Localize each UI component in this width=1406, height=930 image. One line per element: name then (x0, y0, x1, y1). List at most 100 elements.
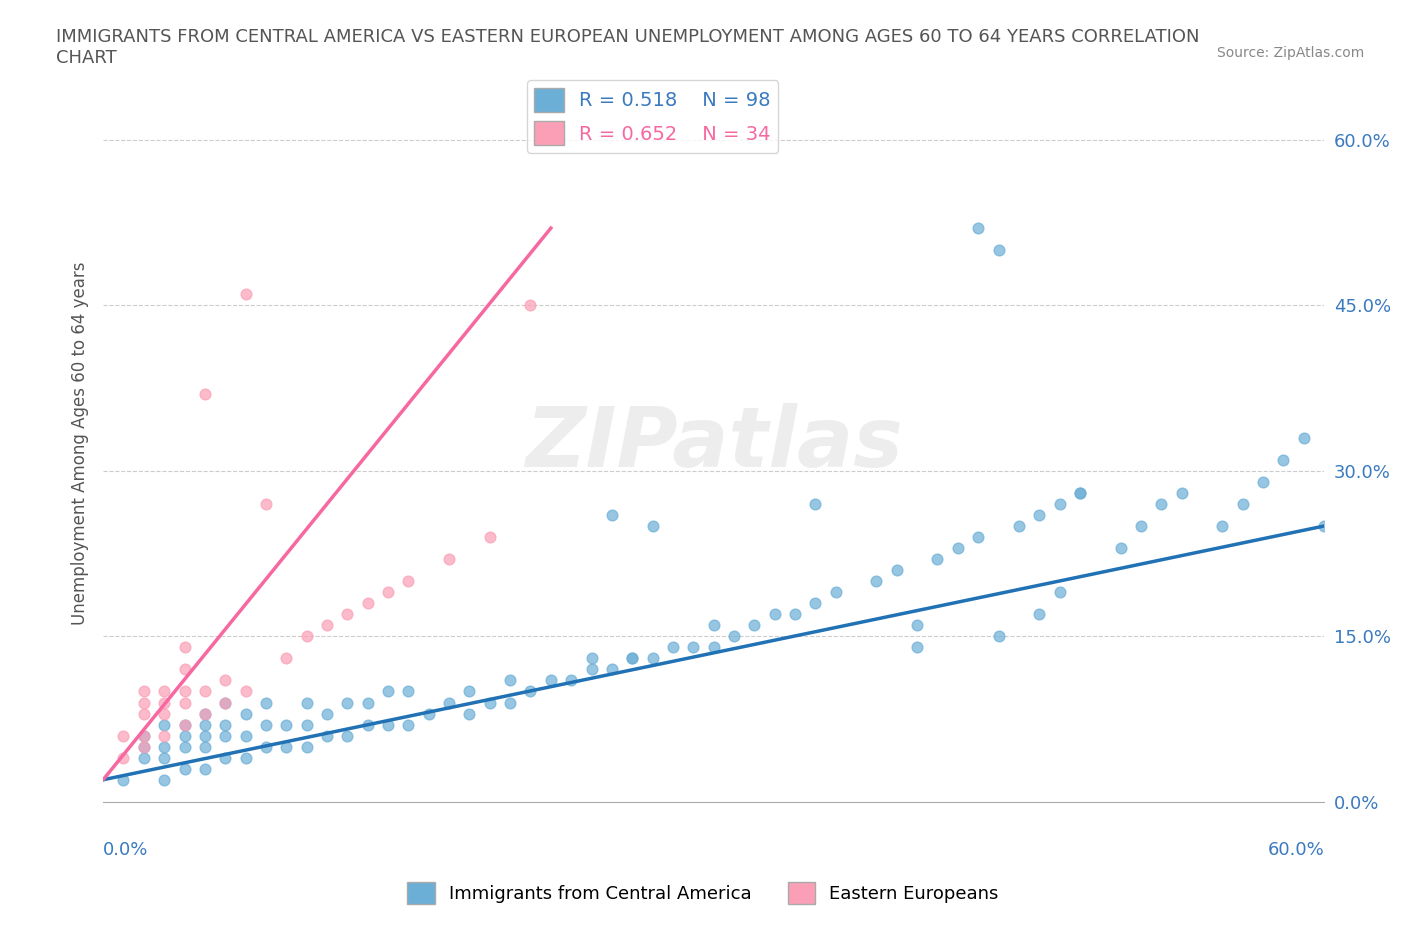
Point (1251, 474, 1274, 489)
Point (132, 728, 155, 743)
Point (173, 684, 195, 699)
Point (132, 739, 155, 754)
Point (1049, 585, 1071, 600)
Point (132, 684, 155, 699)
Point (967, 220, 990, 235)
Point (1049, 497, 1071, 512)
Point (235, 684, 257, 699)
Point (621, 651, 644, 666)
Point (1028, 606, 1050, 621)
Point (946, 540, 969, 555)
Legend: R = 0.518    N = 98, R = 0.652    N = 34: R = 0.518 N = 98, R = 0.652 N = 34 (527, 80, 779, 153)
Point (540, 673, 562, 688)
Point (1313, 519, 1336, 534)
Point (377, 684, 399, 699)
Point (276, 717, 298, 732)
Point (499, 695, 522, 710)
Point (295, 629, 318, 644)
Point (173, 717, 195, 732)
Point (600, 662, 623, 677)
Point (132, 751, 155, 765)
Point (153, 695, 176, 710)
Point (194, 386, 217, 401)
Point (194, 762, 217, 777)
Point (153, 751, 176, 765)
Point (173, 717, 195, 732)
Point (357, 596, 380, 611)
Text: IMMIGRANTS FROM CENTRAL AMERICA VS EASTERN EUROPEAN UNEMPLOYMENT AMONG AGES 60 T: IMMIGRANTS FROM CENTRAL AMERICA VS EASTE… (56, 28, 1199, 67)
Point (377, 717, 399, 732)
Point (458, 684, 481, 699)
Point (1170, 485, 1192, 500)
Point (641, 651, 664, 666)
Point (112, 728, 135, 743)
Point (153, 684, 176, 699)
Point (214, 728, 236, 743)
Point (763, 606, 786, 621)
Point (316, 728, 339, 743)
Point (214, 751, 236, 765)
Point (600, 508, 623, 523)
Point (276, 739, 298, 754)
Point (703, 618, 725, 632)
Point (153, 717, 176, 732)
Point (804, 497, 827, 512)
Point (173, 739, 195, 754)
Point (153, 739, 176, 754)
Point (886, 563, 908, 578)
Point (396, 717, 419, 732)
Point (153, 772, 176, 787)
Point (295, 739, 318, 754)
Point (987, 629, 1010, 644)
Point (254, 695, 277, 710)
Point (194, 728, 217, 743)
Point (1069, 485, 1091, 500)
Point (1272, 452, 1295, 467)
Point (1292, 431, 1315, 445)
Text: Source: ZipAtlas.com: Source: ZipAtlas.com (1216, 46, 1364, 60)
Point (316, 706, 339, 721)
Point (214, 673, 236, 688)
Point (214, 695, 236, 710)
Point (478, 529, 501, 544)
Point (316, 618, 339, 632)
Point (1028, 508, 1050, 523)
Point (478, 695, 501, 710)
Point (519, 684, 541, 699)
Point (276, 651, 298, 666)
Legend: Immigrants from Central America, Eastern Europeans: Immigrants from Central America, Eastern… (401, 875, 1005, 911)
Point (254, 497, 277, 512)
Point (295, 695, 318, 710)
Point (641, 519, 664, 534)
Point (581, 651, 603, 666)
Point (214, 695, 236, 710)
Point (132, 728, 155, 743)
Point (173, 762, 195, 777)
Point (621, 651, 644, 666)
Point (396, 684, 419, 699)
Y-axis label: Unemployment Among Ages 60 to 64 years: Unemployment Among Ages 60 to 64 years (72, 261, 89, 625)
Point (132, 706, 155, 721)
Point (295, 717, 318, 732)
Point (235, 751, 257, 765)
Point (153, 728, 176, 743)
Point (499, 673, 522, 688)
Point (987, 243, 1010, 258)
Point (194, 706, 217, 721)
Point (173, 640, 195, 655)
Point (458, 706, 481, 721)
Point (235, 728, 257, 743)
Point (194, 717, 217, 732)
Point (357, 717, 380, 732)
Point (437, 551, 460, 566)
Point (905, 618, 928, 632)
Point (214, 717, 236, 732)
Point (1130, 519, 1153, 534)
Point (153, 706, 176, 721)
Text: ZIPatlas: ZIPatlas (524, 403, 903, 484)
Point (336, 695, 359, 710)
Point (377, 585, 399, 600)
Point (336, 728, 359, 743)
Point (1150, 497, 1173, 512)
Point (744, 618, 766, 632)
